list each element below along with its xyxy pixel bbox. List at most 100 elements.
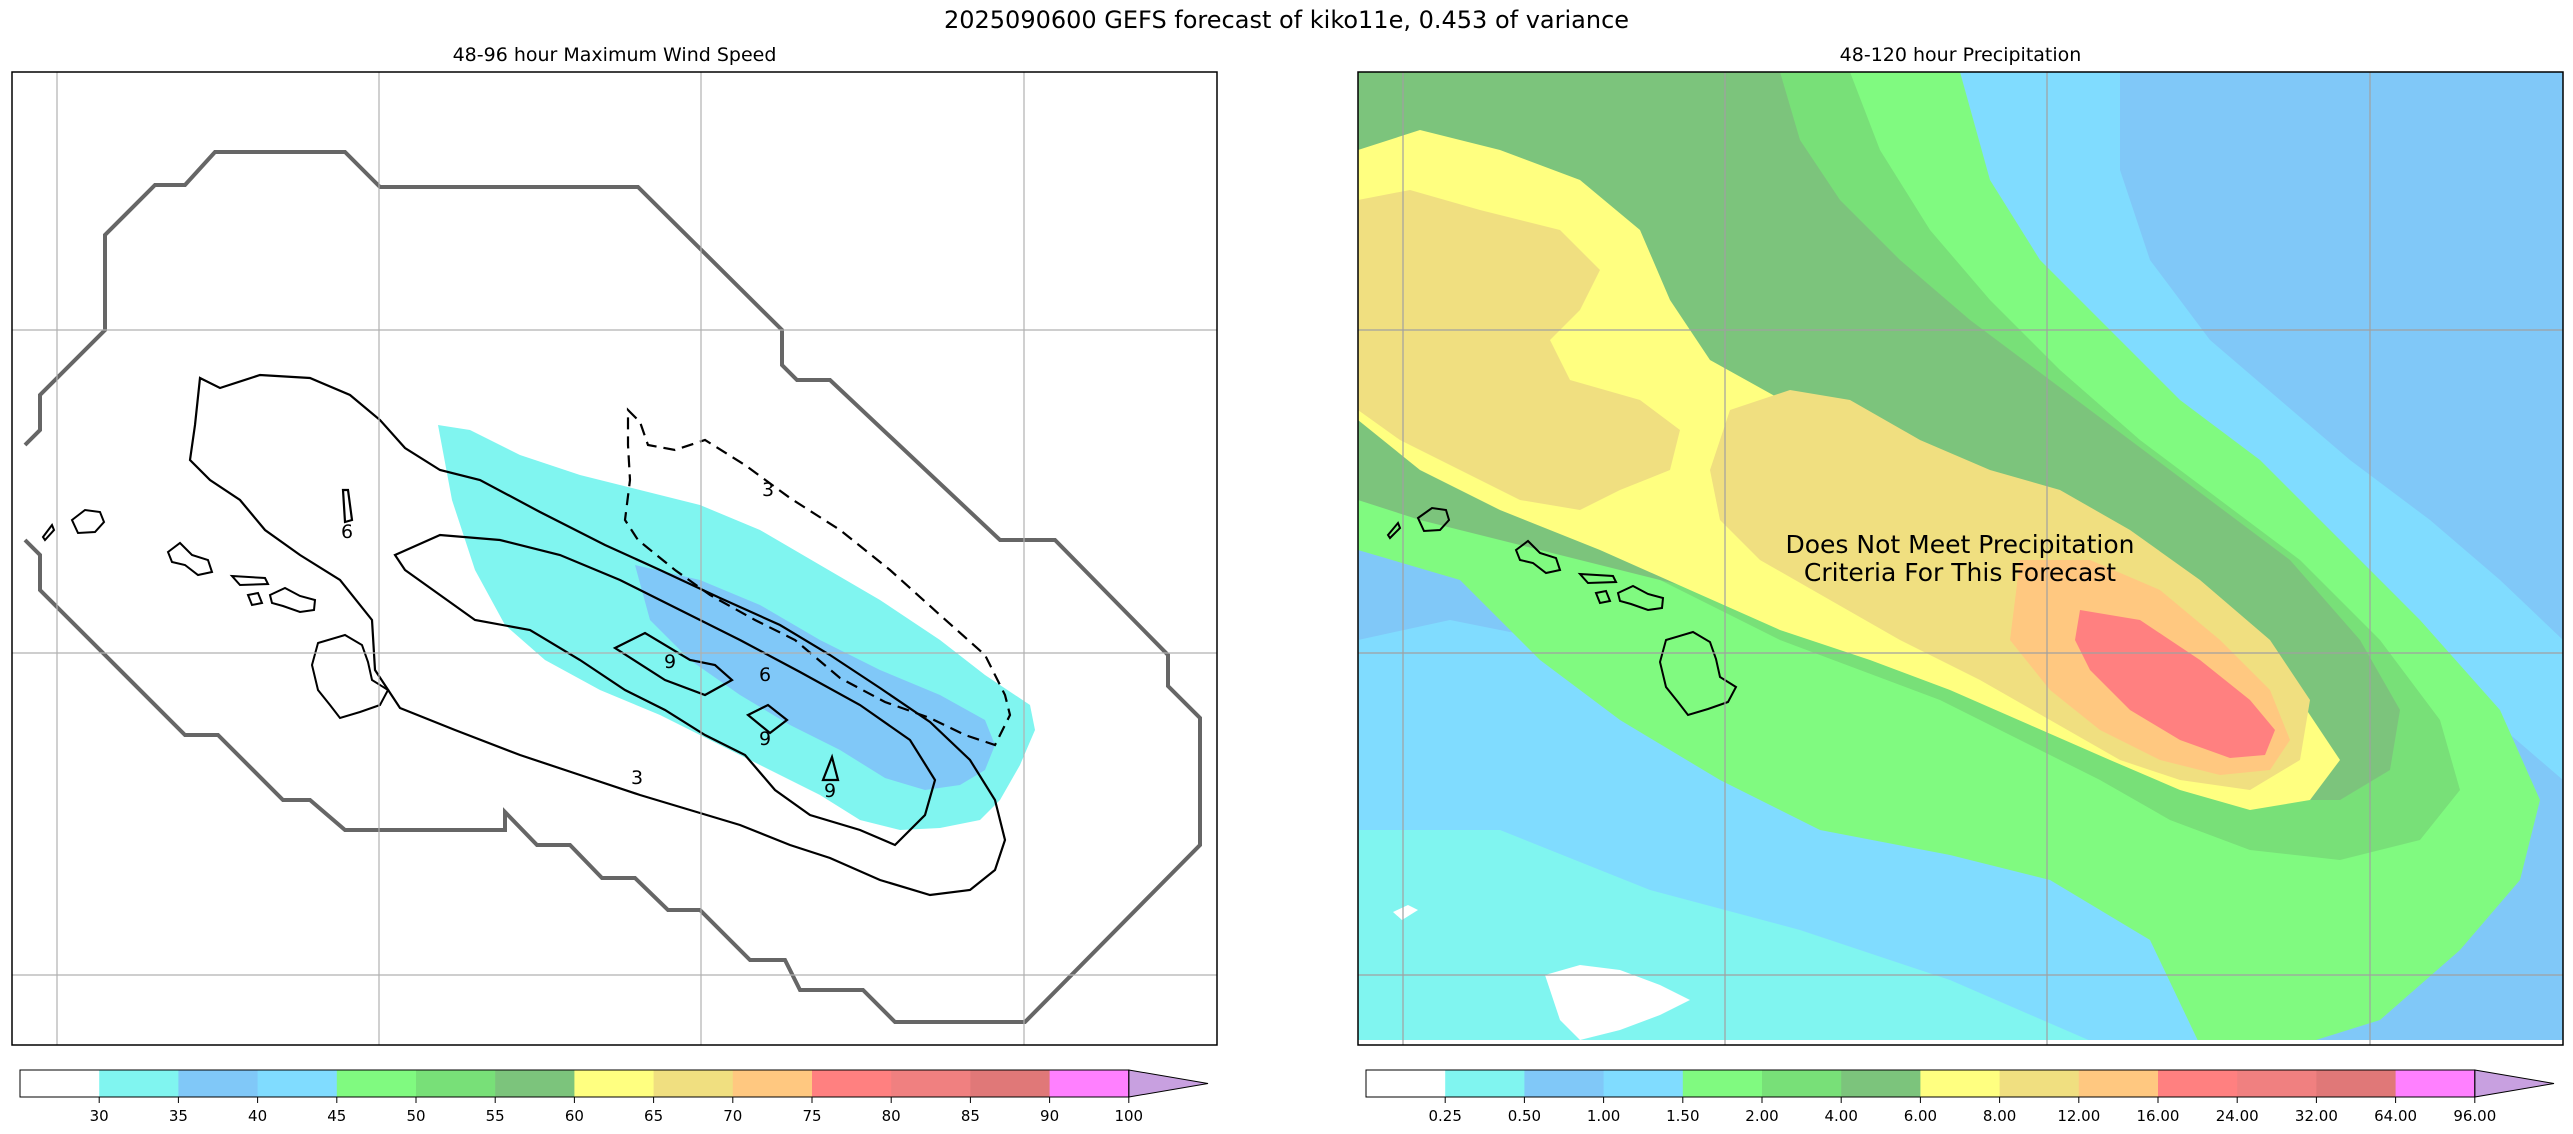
precip-map-panel: Does Not Meet Precipitation Criteria For… [1357, 71, 2564, 1046]
precip-colorbar-tick-label: 24.00 [2216, 1107, 2259, 1125]
precip-colorbar-box [1999, 1070, 2080, 1097]
precip-band-0.50-upper [2120, 72, 2563, 640]
island-hawaii [310, 633, 390, 720]
wind-colorbar-tick-label: 60 [565, 1107, 584, 1125]
annotation-line-1: Does Not Meet Precipitation [1786, 530, 2135, 559]
precip-colorbar-tick-label: 4.00 [1824, 1107, 1857, 1125]
precip-colorbar-tick-label: 12.00 [2057, 1107, 2100, 1125]
wind-panel-title: 48-96 hour Maximum Wind Speed [452, 44, 777, 66]
precip-white-strip [1358, 1040, 2563, 1045]
island-molokai [1577, 572, 1618, 585]
contour-labels: 3 6 9 9 9 6 3 [341, 479, 836, 802]
precip-colorbar-tick-label: 0.50 [1508, 1107, 1541, 1125]
contour-3-outer [188, 373, 1007, 897]
wind-colorbar-tick-label: 55 [486, 1107, 505, 1125]
wind-colorbar-box [20, 1070, 100, 1097]
precip-colorbar-box [2078, 1070, 2159, 1097]
precip-colorbar-tick-label: 32.00 [2295, 1107, 2338, 1125]
wind-colorbar-box [257, 1070, 338, 1097]
precip-colorbar-tick-label: 16.00 [2137, 1107, 2180, 1125]
contour-6-sliver [341, 488, 354, 524]
wind-map-frame [11, 71, 1218, 1046]
wind-colorbar-tick-label: 45 [327, 1107, 346, 1125]
wind-colorbar-box [416, 1070, 496, 1097]
contour-6-dashed [623, 407, 1012, 747]
island-niihau [1386, 521, 1402, 540]
wind-colorbar-tick-label: 35 [169, 1107, 188, 1125]
precip-colorbar-box [1920, 1070, 2001, 1097]
precip-colorbar-tick-label: 6.00 [1904, 1107, 1937, 1125]
precip-colorbar-box [1682, 1070, 1763, 1097]
precip-colorbar-box [1445, 1070, 1525, 1097]
wind-colorbar-box [812, 1070, 892, 1097]
wind-colorbar-tick-label: 50 [406, 1107, 425, 1125]
wind-colorbar-tick-label: 65 [644, 1107, 663, 1125]
contour-label: 6 [341, 521, 353, 543]
precip-colorbar-box [2395, 1070, 2476, 1097]
precip-map-frame [1357, 71, 2564, 1046]
precip-colorbar-tick-label: 1.00 [1587, 1107, 1620, 1125]
wind-swath-outline [23, 150, 1202, 1024]
precip-colorbar-tick-label: 2.00 [1745, 1107, 1778, 1125]
precip-colorbar-box [2316, 1070, 2397, 1097]
island-maui [1616, 584, 1665, 612]
precip-colorbar: 0.25 0.50 1.00 1.50 2.00 4.00 6.00 8.00 12.00 16.… [1365, 1069, 2555, 1125]
wind-colorbar-box [99, 1070, 179, 1097]
contour-label: 3 [631, 767, 643, 789]
precip-band-24.00 [2075, 610, 2275, 758]
precip-colorbar-box [1841, 1070, 1921, 1097]
figure-title: 2025090600 GEFS forecast of kiko11e, 0.4… [943, 6, 1630, 34]
contour-3-inner [393, 533, 937, 847]
wind-colorbar-tick-label: 100 [1114, 1107, 1143, 1125]
islands-left [41, 508, 390, 720]
wind-colorbar-tick-label: 30 [90, 1107, 109, 1125]
island-oahu [1514, 539, 1562, 575]
precip-gridlines [1358, 72, 2563, 1045]
wind-gridlines [12, 72, 1217, 1045]
wind-colorbar-box [178, 1070, 259, 1097]
wind-colorbar-box [1049, 1070, 1130, 1097]
contour-9-b [745, 703, 789, 735]
wind-colorbar-box [653, 1070, 734, 1097]
contour-label: 9 [664, 651, 676, 673]
island-niihau [41, 522, 56, 542]
precip-colorbar-box [1366, 1070, 1446, 1097]
island-kauai [1416, 506, 1451, 533]
wind-colorbar-tick-label: 70 [723, 1107, 742, 1125]
island-maui [268, 586, 317, 614]
wind-colorbar-tick-label: 85 [961, 1107, 980, 1125]
contour-9-c [821, 753, 840, 782]
precip-colorbar-tick-label: 1.50 [1666, 1107, 1699, 1125]
island-kauai [70, 508, 106, 535]
island-lanai [1594, 589, 1612, 605]
contour-label: 9 [824, 780, 836, 802]
contour-label: 9 [759, 728, 771, 750]
precip-band-12.00 [1358, 190, 1680, 510]
wind-colorbar-tick-label: 90 [1040, 1107, 1059, 1125]
criteria-annotation: Does Not Meet Precipitation Criteria For… [1786, 530, 2135, 587]
island-lanai [246, 591, 264, 607]
precip-colorbar-box [2158, 1070, 2238, 1097]
precip-colorbar-tick-label: 8.00 [1983, 1107, 2016, 1125]
precip-white-dot [1393, 905, 1418, 920]
island-hawaii [1658, 630, 1738, 717]
precip-colorbar-box [2237, 1070, 2317, 1097]
wind-colorbar-box [970, 1070, 1051, 1097]
precip-band-0.25-cyan [1358, 830, 2100, 1045]
wind-colorbar-tick-label: 40 [248, 1107, 267, 1125]
wind-colorbar-box [495, 1070, 575, 1097]
precip-colorbar-box [1524, 1070, 1605, 1097]
wind-colorbar-box [336, 1070, 417, 1097]
contour-9-a [612, 631, 734, 697]
wind-colorbar-tick-label: 80 [882, 1107, 901, 1125]
wind-colorbar-box [891, 1070, 971, 1097]
wind-shade-40 [635, 565, 995, 790]
contour-label: 6 [759, 664, 771, 686]
precip-colorbar-tick-label: 96.00 [2453, 1107, 2496, 1125]
precip-colorbar-box [1603, 1070, 1684, 1097]
precip-white-patch [1545, 965, 1690, 1040]
contour-label: 3 [762, 479, 774, 501]
precip-colorbar-box [1762, 1070, 1842, 1097]
wind-map-panel: 3 6 9 9 9 6 3 [11, 71, 1218, 1046]
